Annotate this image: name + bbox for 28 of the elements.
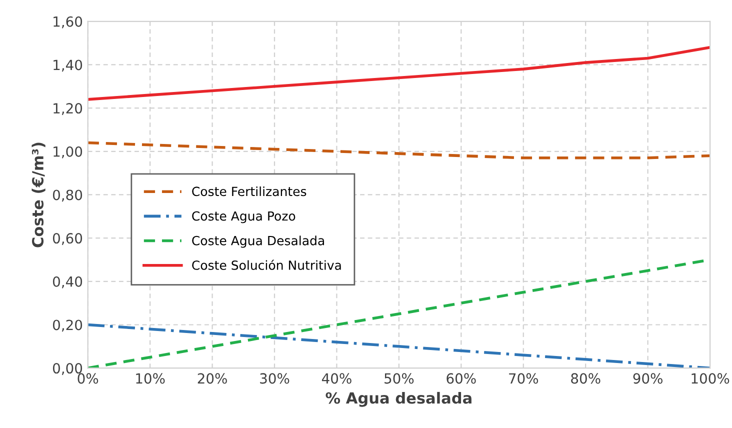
x-tick-label: 50%: [384, 373, 414, 384]
legend-label: Coste Solución Nutritiva: [192, 260, 341, 270]
x-tick-label: 80%: [571, 373, 600, 384]
x-axis-title: % Agua desalada: [326, 392, 472, 407]
x-tick-label: 100%: [692, 373, 730, 384]
y-tick-label: 0,40: [52, 276, 82, 288]
x-tick-label: 30%: [260, 373, 290, 384]
y-tick-label: 0,00: [52, 363, 82, 375]
legend-label: Coste Agua Pozo: [192, 211, 296, 224]
y-tick-label: 1,20: [54, 103, 82, 115]
y-tick-label: 0,80: [52, 190, 82, 202]
y-tick-label: 1,60: [54, 16, 82, 28]
line-series: [88, 46, 710, 101]
legend-label: Coste Agua Desalada: [192, 236, 324, 248]
x-tick-label: 40%: [322, 373, 352, 384]
line-series: [88, 141, 710, 160]
x-tick-label: 60%: [446, 373, 476, 384]
y-axis-title: Coste (€/m³): [32, 142, 46, 248]
y-tick-label: 0,20: [52, 320, 82, 332]
y-tick-label: 1,40: [54, 60, 82, 72]
x-tick-label: 20%: [198, 373, 227, 384]
x-tick-label: 70%: [509, 373, 538, 384]
y-tick-label: 0,60: [52, 233, 82, 245]
legend-label: Coste Fertilizantes: [192, 186, 306, 196]
x-tick-label: 0%: [78, 373, 98, 384]
x-tick-label: 90%: [633, 373, 662, 384]
x-tick-label: 10%: [136, 373, 165, 384]
y-tick-label: 1,00: [54, 146, 82, 158]
